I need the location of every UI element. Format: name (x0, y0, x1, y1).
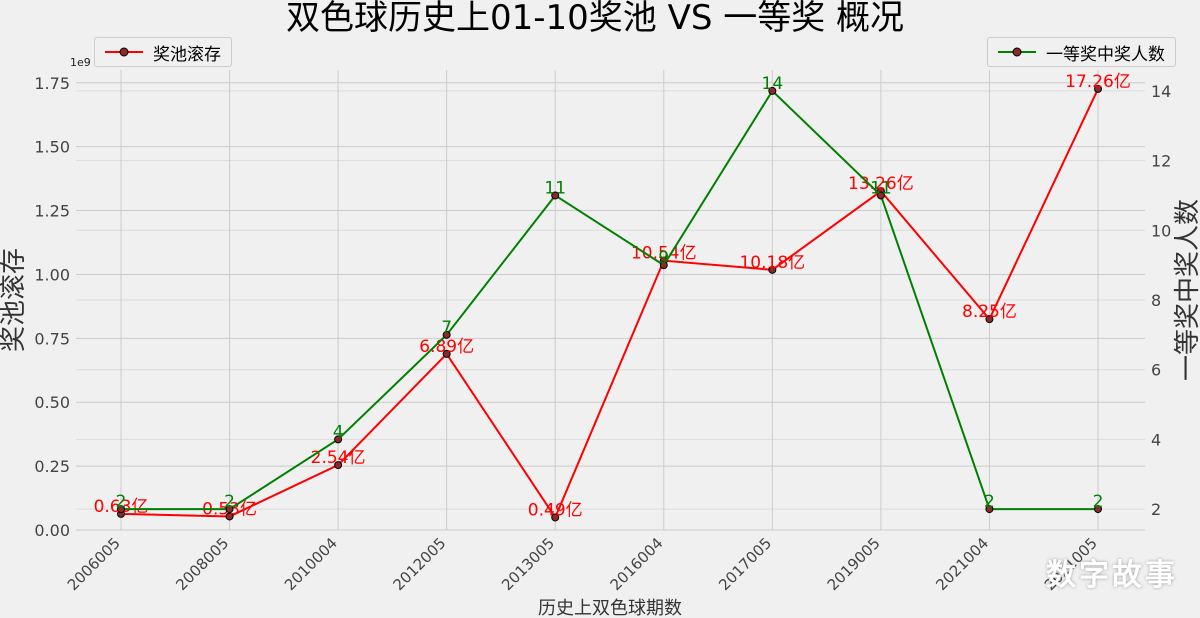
winners-point (1094, 505, 1102, 514)
x-tick-label: 2008005 (172, 534, 232, 594)
left-y-tick-label: 1.00 (34, 265, 70, 284)
legend-winners-label: 一等奖中奖人数 (1046, 44, 1165, 65)
winners-data-label: 11 (544, 178, 566, 198)
winners-point (551, 191, 560, 200)
watermark: 数字故事 (1046, 558, 1178, 593)
winners-point (659, 261, 668, 270)
right-y-tick-label: 12 (1151, 152, 1171, 171)
right-y-axis-label: 一等奖中奖人数 (1173, 199, 1200, 381)
winners-point (225, 505, 234, 514)
x-tick-label: 2019005 (824, 534, 884, 594)
winners-point (334, 435, 343, 444)
right-y-tick-label: 10 (1151, 221, 1171, 240)
x-tick-label: 2006005 (64, 534, 124, 594)
pool-point (334, 461, 343, 470)
left-y-tick-label: 0.75 (34, 329, 70, 348)
winners-data-label: 2 (984, 492, 995, 512)
legend-pool-marker (105, 47, 143, 57)
winners-data-label: 14 (762, 74, 784, 94)
right-y-tick-label: 6 (1151, 361, 1161, 380)
x-tick-label: 2017005 (715, 534, 775, 594)
winners-point (768, 86, 777, 95)
pool-data-label: 6.89亿 (419, 337, 474, 357)
winners-data-label: 2 (224, 492, 235, 512)
pool-data-label: 0.49亿 (528, 500, 583, 520)
pool-data-label: 8.25亿 (962, 302, 1017, 322)
pool-data-label: 10.54亿 (631, 244, 697, 264)
winners-data-label: 2 (1093, 492, 1104, 512)
pool-data-label: 17.26亿 (1065, 72, 1131, 92)
left-y-tick-label: 0.50 (34, 393, 70, 412)
winners-line (121, 89, 1098, 511)
x-tick-label: 2013005 (498, 534, 558, 594)
pool-data-label: 2.54亿 (311, 448, 366, 468)
pool-line (120, 88, 1099, 520)
pool-point (1094, 84, 1102, 93)
left-axis-offset: 1e9 (70, 56, 91, 69)
left-y-tick-label: 1.25 (34, 202, 70, 221)
right-y-tick-label: 2 (1151, 500, 1161, 519)
series-layer: 0.63亿0.53亿2.54亿6.89亿0.49亿10.54亿10.18亿13.… (94, 72, 1131, 522)
right-y-tick-label: 8 (1151, 291, 1161, 310)
left-y-tick-label: 1.75 (34, 74, 70, 93)
winners-data-label: 11 (870, 178, 892, 198)
legend-pool: 奖池滚存 (94, 37, 232, 67)
winners-data-label: 9 (658, 248, 669, 268)
winners-point (985, 505, 994, 514)
left-y-tick-label: 1.50 (34, 138, 70, 157)
winners-data-label: 2 (116, 492, 127, 512)
winners-data-label: 7 (441, 318, 452, 338)
legend-winners-marker (998, 47, 1036, 57)
x-axis-label: 历史上双色球期数 (538, 598, 682, 618)
pool-point (551, 513, 560, 522)
pool-point (985, 315, 994, 324)
right-y-tick-label: 4 (1151, 430, 1161, 449)
legend-winners: 一等奖中奖人数 (987, 37, 1176, 67)
x-tick-label: 2021004 (932, 534, 992, 594)
winners-point (117, 505, 125, 514)
left-y-tick-label: 0.25 (34, 457, 70, 476)
pool-data-label: 10.18亿 (739, 253, 805, 273)
chart-title: 双色球历史上01-10奖池 VS 一等奖 概况 (286, 0, 904, 38)
left-y-tick-label: 0.00 (34, 521, 70, 540)
pool-point (442, 349, 451, 358)
pool-point (768, 265, 777, 274)
legend-pool-label: 奖池滚存 (153, 44, 221, 65)
x-tick-label: 2010004 (281, 534, 341, 594)
right-y-tick-label: 14 (1151, 82, 1171, 101)
winners-data-label: 4 (333, 422, 344, 442)
grid (76, 70, 1145, 531)
winners-point (442, 330, 451, 339)
x-tick-label: 2016004 (607, 534, 667, 594)
x-tick-label: 2012005 (390, 534, 450, 594)
left-y-axis-label: 奖池滚存 (0, 248, 29, 352)
winners-point (876, 191, 885, 200)
